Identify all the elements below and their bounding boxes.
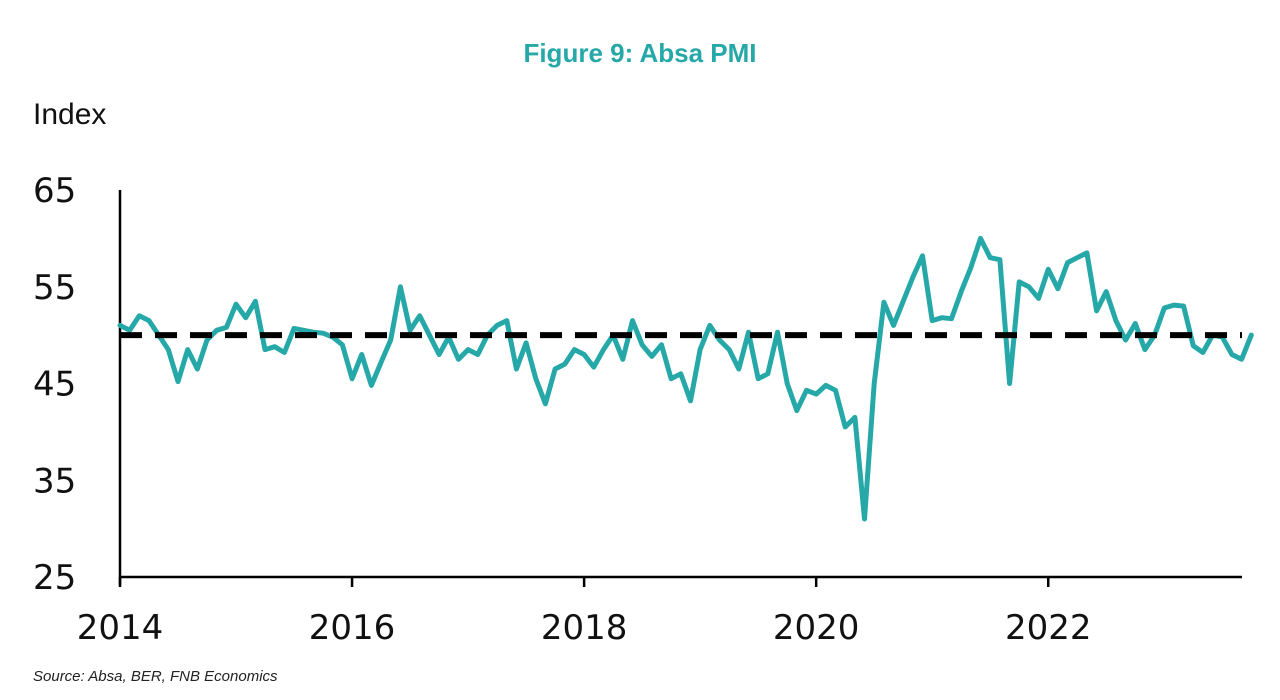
x-tick-label: 2014 [77,608,164,648]
tick-labels: 2014 2016 2018 2020 2022 25 35 45 55 65 [33,171,1091,648]
y-tick-label: 45 [33,365,76,405]
x-tick-label: 2016 [309,608,396,648]
y-tick-label: 55 [33,268,76,308]
y-tick-label: 35 [33,461,76,501]
y-tick-label: 25 [33,558,76,598]
x-tick-label: 2022 [1005,608,1092,648]
x-tick-label: 2020 [773,608,860,648]
y-tick-label: 65 [33,171,76,211]
series-line-pmi [117,235,1254,522]
x-tick-label: 2018 [541,608,628,648]
chart-marks [117,235,1254,522]
chart-title: Figure 9: Absa PMI [523,38,757,68]
y-axis-label: Index [33,98,107,131]
source-note: Source: Absa, BER, FNB Economics [33,668,278,685]
chart-axes [118,190,1242,587]
